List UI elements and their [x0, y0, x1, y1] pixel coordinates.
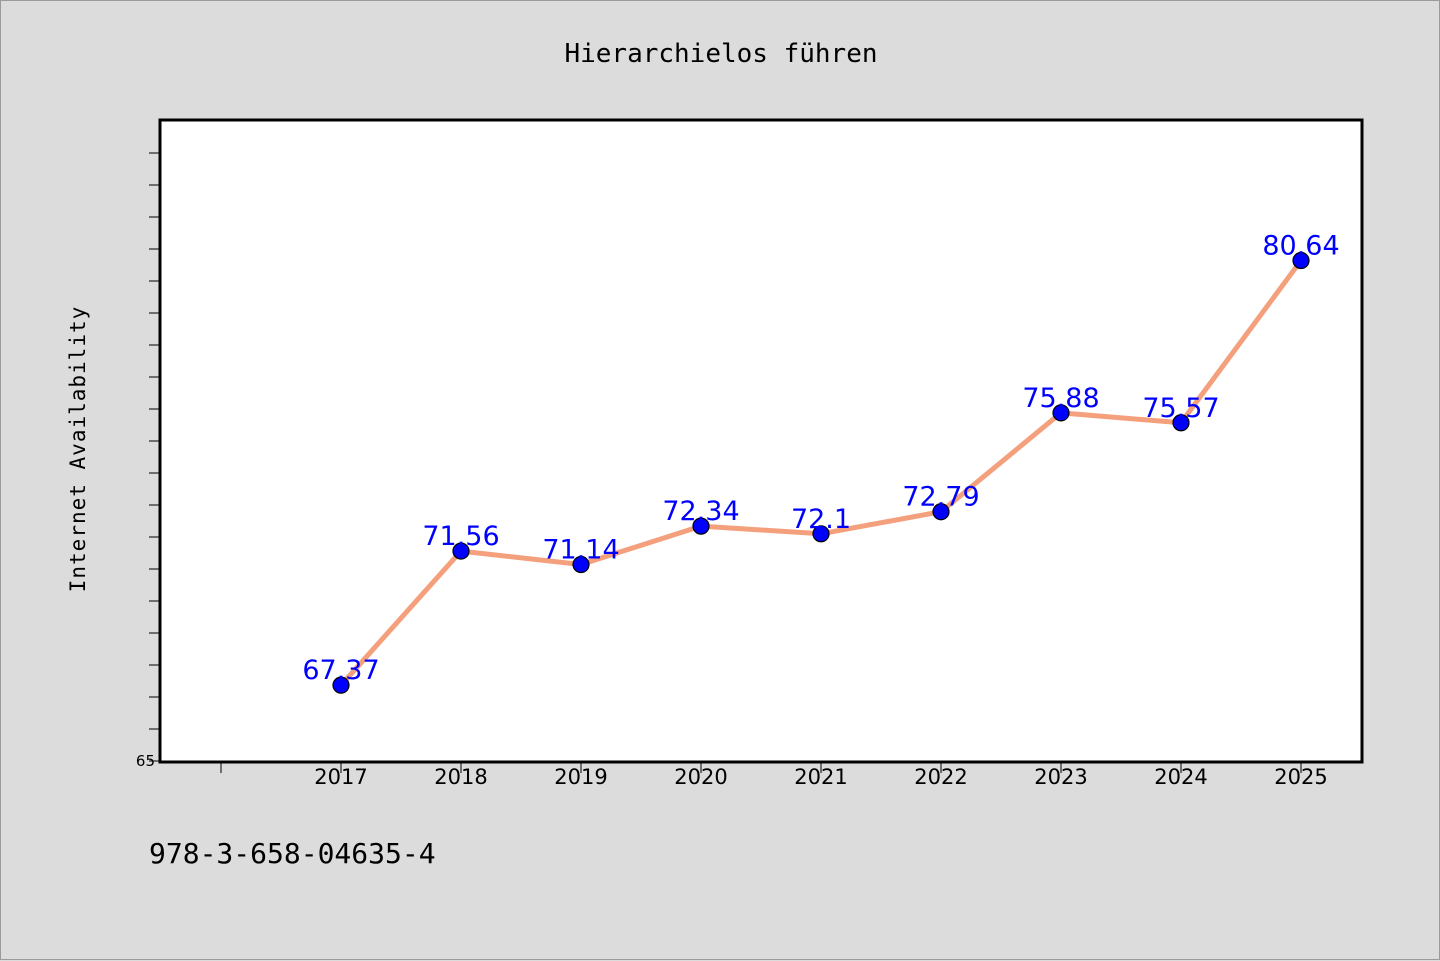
data-label-2021: 72.1	[791, 504, 851, 535]
y-axis-label: Internet Availability	[66, 306, 90, 593]
data-point-2022	[932, 503, 950, 521]
y-tick-label: 65	[136, 752, 155, 770]
data-label-2020: 72.34	[662, 496, 739, 527]
data-markers	[332, 251, 1310, 694]
footnote-isbn: 978-3-658-04635-4	[149, 837, 436, 870]
x-tick-label-2022: 2022	[914, 765, 967, 789]
data-labels: 67.37 71.56 71.14 72.34 72.1 72.79 75.88 75.57 8…	[302, 231, 1339, 687]
x-tick-label-2021: 2021	[794, 765, 847, 789]
data-label-2019: 71.14	[542, 535, 619, 566]
data-label-2023: 75.88	[1022, 383, 1099, 414]
data-point-2021	[812, 525, 830, 543]
x-tick-label-2024: 2024	[1154, 765, 1207, 789]
x-axis-ticks: 2017 2018 2019 2020 2021 2022 2023 2024 2025	[220, 762, 1328, 789]
data-point-2024	[1172, 414, 1190, 432]
data-label-2024: 75.57	[1142, 393, 1219, 424]
x-tick-label-2020: 2020	[674, 765, 727, 789]
x-tick-label-2023: 2023	[1034, 765, 1087, 789]
data-point-2017	[332, 676, 350, 694]
data-label-2025: 80.64	[1262, 231, 1339, 262]
data-label-2022: 72.79	[902, 482, 979, 513]
chart-title: Hierarchielos führen	[564, 39, 877, 69]
y-axis-ticks: 65	[136, 152, 160, 770]
data-label-2017: 67.37	[302, 655, 379, 686]
x-tick-label-2018: 2018	[434, 765, 487, 789]
data-point-2018	[452, 542, 470, 560]
data-point-2023	[1052, 404, 1070, 422]
x-tick-label-2019: 2019	[554, 765, 607, 789]
data-point-2020	[692, 517, 710, 535]
x-tick-label-2017: 2017	[314, 765, 367, 789]
plot-area	[158, 118, 1364, 764]
x-tick-label-2025: 2025	[1274, 765, 1327, 789]
data-label-2018: 71.56	[422, 521, 499, 552]
data-point-2019	[572, 555, 590, 574]
data-point-2025	[1292, 251, 1310, 270]
